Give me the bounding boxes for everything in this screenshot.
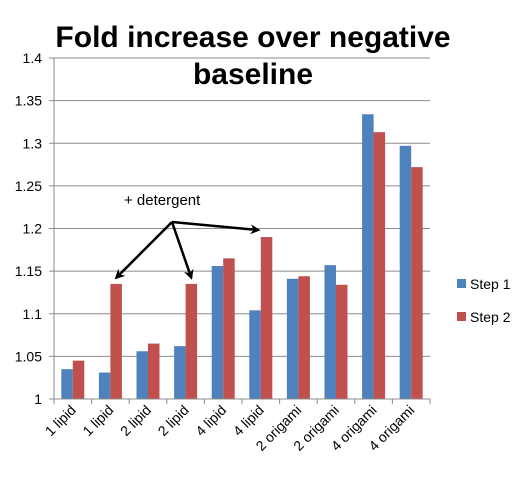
bar-step-2 <box>185 283 198 399</box>
bar-step-2 <box>373 132 386 400</box>
y-tick-label: 1 <box>34 391 42 407</box>
annotation-label: + detergent <box>124 192 201 209</box>
x-tick-label: 4 lipid <box>192 402 229 439</box>
legend: Step 1 Step 2 <box>457 276 511 325</box>
y-tick-label: 1.05 <box>15 348 42 364</box>
axes <box>49 57 431 404</box>
bars <box>61 114 423 400</box>
chart-title-line-2: baseline <box>193 58 313 91</box>
bar-step-1 <box>286 278 299 399</box>
bar-step-2 <box>72 360 85 399</box>
x-tick-label: 1 lipid <box>79 402 116 439</box>
chart-title: Fold increase over negative baseline <box>55 21 450 91</box>
annotation: + detergent <box>114 192 261 280</box>
bar-step-1 <box>136 351 148 399</box>
bar-step-2 <box>298 276 310 399</box>
x-axis-tick-labels: 1 lipid 1 lipid 2 lipid 2 lipid 4 lipid 4 lip… <box>42 402 418 454</box>
bar-step-1 <box>249 310 261 399</box>
y-axis-tick-labels: 1 1.05 1.1 1.15 1.2 1.25 1.3 1.35 1.4 <box>15 50 42 407</box>
bar-step-1 <box>324 265 336 399</box>
legend-swatch-step-2 <box>457 312 466 321</box>
bar-step-1 <box>399 145 412 399</box>
bar-step-1 <box>174 346 186 399</box>
x-tick-label: 1 lipid <box>42 402 79 439</box>
y-tick-label: 1.25 <box>15 178 42 194</box>
bar-step-2 <box>260 237 273 399</box>
chart-title-line-1: Fold increase over negative <box>55 21 450 54</box>
y-tick-label: 1.2 <box>23 221 43 237</box>
bar-step-2 <box>223 258 235 399</box>
legend-swatch-step-1 <box>457 279 466 288</box>
y-tick-label: 1.3 <box>23 135 43 151</box>
y-tick-label: 1.35 <box>15 93 42 109</box>
annotation-arrow <box>170 221 194 280</box>
y-tick-label: 1.4 <box>23 50 43 66</box>
bar-step-2 <box>411 167 423 399</box>
y-tick-label: 1.15 <box>15 263 42 279</box>
annotation-arrows <box>114 220 261 280</box>
bar-step-1 <box>211 266 224 399</box>
bar-step-2 <box>110 283 122 399</box>
legend-item-step-1: Step 1 <box>457 276 511 292</box>
legend-label-step-1: Step 1 <box>470 276 511 292</box>
bar-step-1 <box>98 372 111 399</box>
bar-step-1 <box>362 114 374 399</box>
y-tick-label: 1.1 <box>23 306 43 322</box>
x-tick-label: 2 lipid <box>155 402 192 439</box>
x-tick-label: 2 lipid <box>117 402 154 439</box>
bar-step-1 <box>61 369 73 399</box>
legend-item-step-2: Step 2 <box>457 309 511 325</box>
bar-step-2 <box>148 343 160 399</box>
bar-step-2 <box>336 284 348 399</box>
annotation-arrow <box>114 221 173 280</box>
annotation-arrow <box>171 220 261 235</box>
legend-label-step-2: Step 2 <box>470 309 511 325</box>
